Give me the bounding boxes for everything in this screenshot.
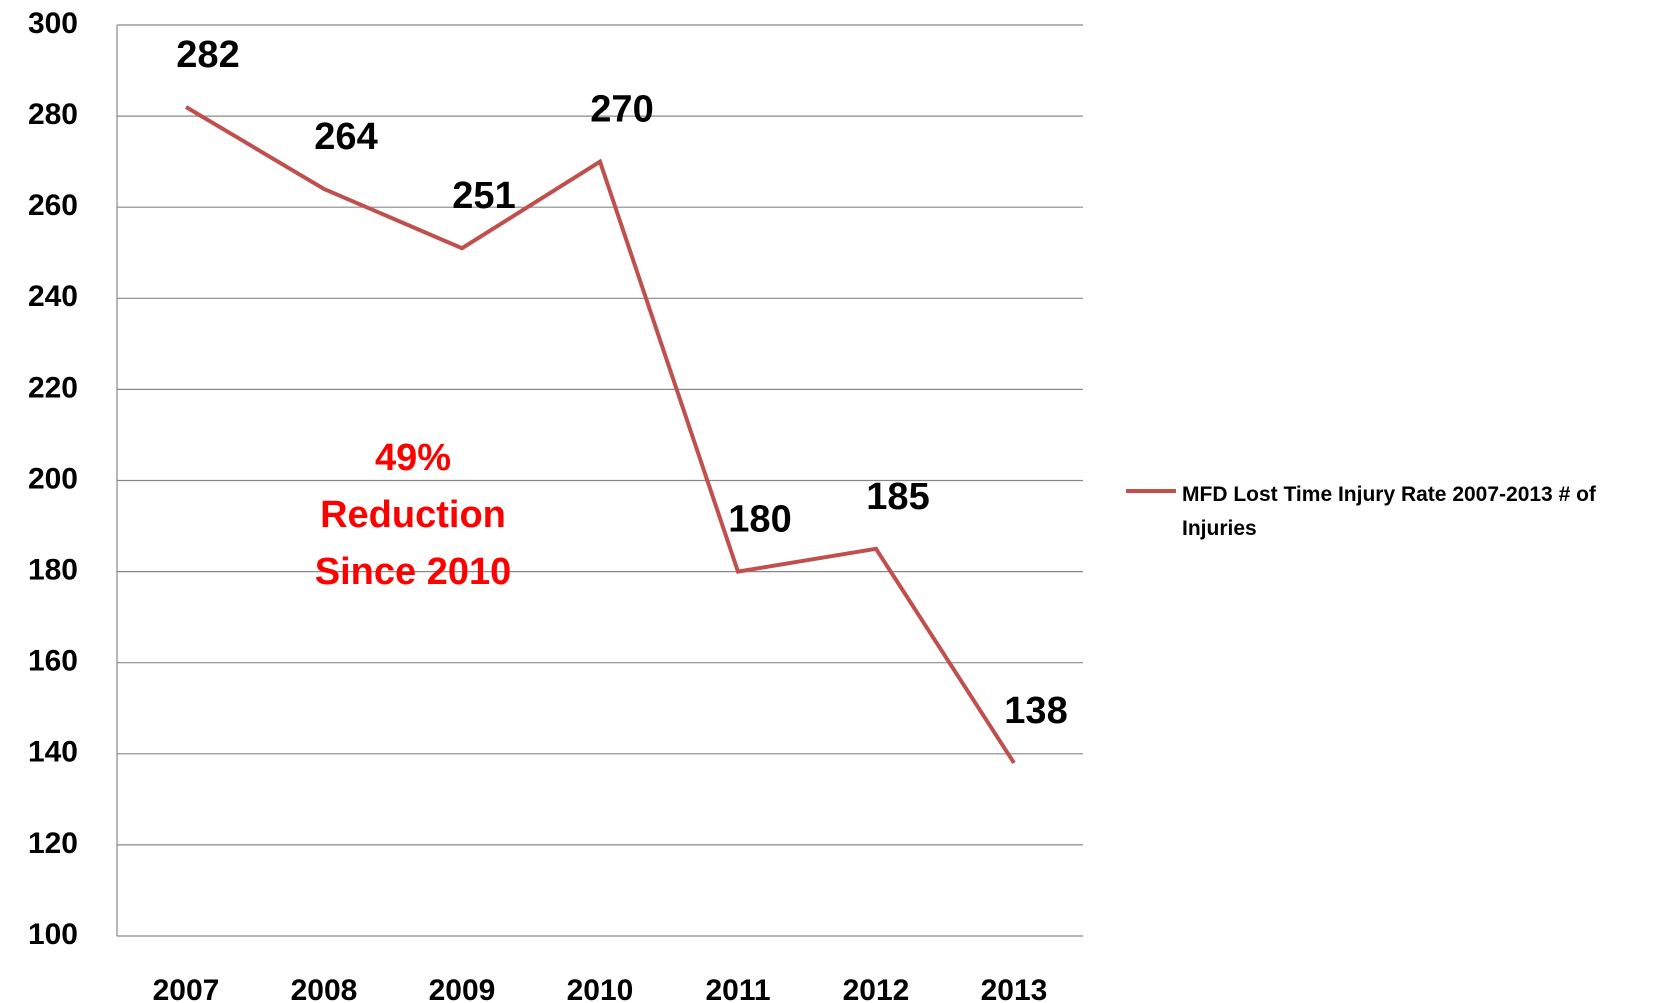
- annotation: Reduction: [320, 494, 506, 536]
- y-tick-label: 120: [28, 827, 78, 860]
- y-tick-label: 160: [28, 645, 78, 678]
- y-tick-label: 220: [28, 371, 78, 404]
- x-tick-label: 2008: [291, 974, 358, 1003]
- series-line: [184, 105, 1016, 764]
- data-label: 270: [590, 89, 653, 131]
- x-tick-label: 2013: [981, 974, 1048, 1003]
- x-tick-label: 2010: [567, 974, 634, 1003]
- data-label: 251: [452, 175, 515, 217]
- data-label: 185: [866, 476, 929, 518]
- data-label: 138: [1004, 690, 1067, 732]
- y-tick-label: 260: [28, 189, 78, 222]
- x-tick-label: 2009: [429, 974, 496, 1003]
- y-tick-label: 200: [28, 462, 78, 495]
- x-tick-label: 2011: [705, 974, 770, 1003]
- y-tick-label: 100: [28, 918, 78, 951]
- annotation: 49%: [375, 437, 451, 479]
- y-tick-label: 140: [28, 736, 78, 769]
- x-tick-label: 2012: [843, 974, 910, 1003]
- data-label: 282: [176, 34, 239, 76]
- x-tick-label: 2007: [153, 974, 220, 1003]
- y-tick-label: 240: [28, 280, 78, 313]
- data-label: 264: [314, 116, 377, 158]
- y-tick-label: 180: [28, 554, 78, 587]
- y-tick-label: 280: [28, 98, 78, 131]
- data-label: 180: [728, 499, 791, 541]
- annotation: Since 2010: [315, 551, 511, 593]
- y-tick-label: 300: [28, 7, 78, 40]
- legend-label: MFD Lost Time Injury Rate 2007-2013 # of…: [1182, 483, 1596, 540]
